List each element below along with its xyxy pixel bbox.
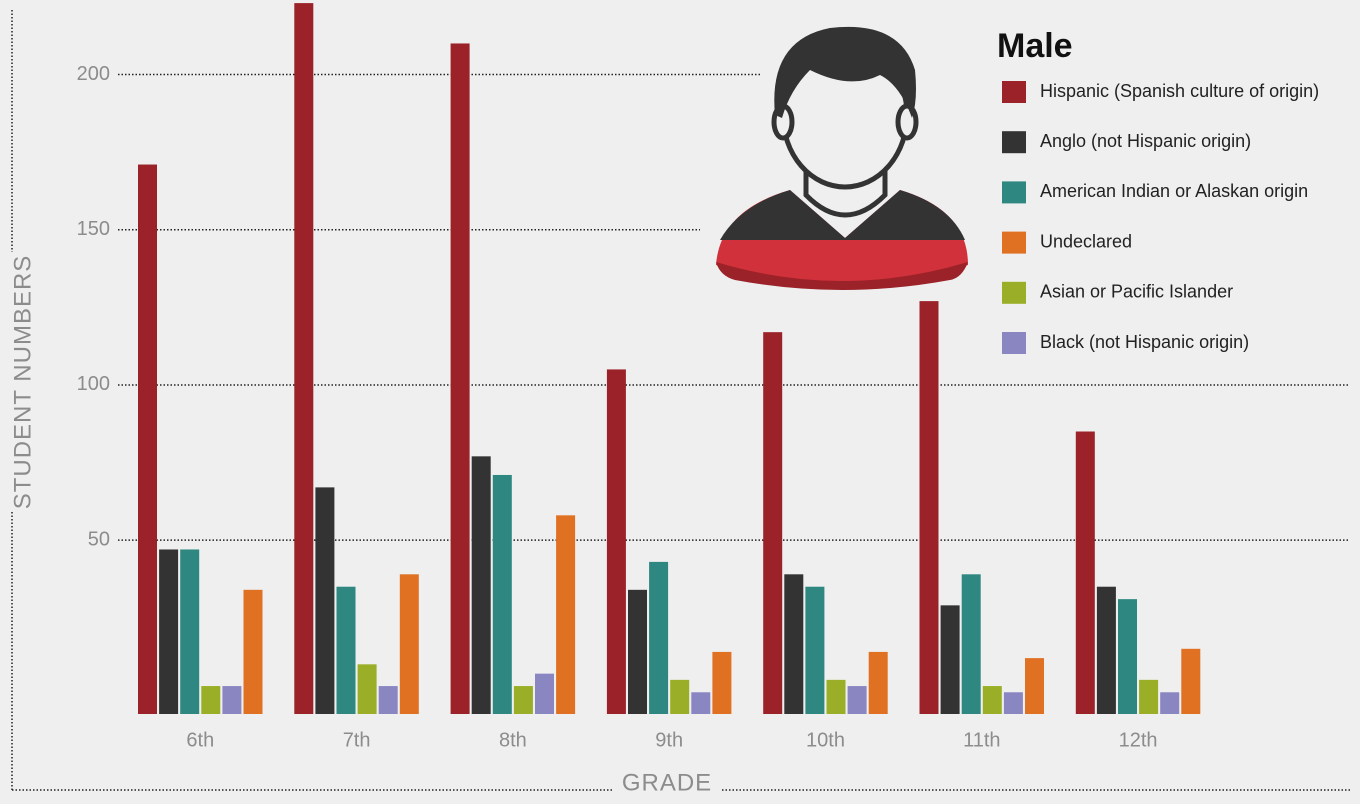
bar — [920, 301, 939, 714]
bar — [159, 549, 178, 714]
bar — [649, 562, 668, 714]
y-tick-label: 150 — [77, 218, 110, 240]
bar — [379, 686, 398, 714]
bar — [315, 487, 334, 714]
bar — [869, 652, 888, 714]
bar — [244, 590, 263, 714]
bar — [472, 456, 491, 714]
y-tick-label: 100 — [77, 373, 110, 395]
legend-label: Black (not Hispanic origin) — [1040, 332, 1249, 352]
bar — [712, 652, 731, 714]
legend-swatch — [1002, 232, 1026, 254]
y-tick-label: 50 — [88, 528, 110, 550]
bar — [1181, 649, 1200, 714]
legend-swatch — [1002, 282, 1026, 304]
chart: GRADE STUDENT NUMBERS 50 100 150 200 6th 7th… — [0, 0, 1360, 804]
x-tick-label: 9th — [655, 729, 683, 751]
bar — [805, 587, 824, 714]
bar — [400, 574, 419, 714]
person-icon — [716, 27, 968, 290]
bar — [180, 549, 199, 714]
legend: Hispanic (Spanish culture of origin) Angl… — [1002, 81, 1319, 354]
x-tick-label: 12th — [1119, 729, 1158, 751]
x-axis-title: GRADE — [622, 769, 712, 796]
bar — [222, 686, 241, 714]
legend-swatch — [1002, 181, 1026, 203]
bar — [451, 43, 470, 714]
bar — [138, 165, 157, 714]
legend-swatch — [1002, 332, 1026, 354]
y-axis-title: STUDENT NUMBERS — [9, 255, 36, 510]
bar — [784, 574, 803, 714]
legend-label: Anglo (not Hispanic origin) — [1040, 131, 1251, 151]
y-tick-label: 200 — [77, 63, 110, 85]
bar — [1076, 432, 1095, 714]
x-tick-label: 10th — [806, 729, 845, 751]
bar — [691, 692, 710, 714]
legend-label: Hispanic (Spanish culture of origin) — [1040, 81, 1319, 101]
bar — [514, 686, 533, 714]
bar — [556, 515, 575, 714]
x-tick-label: 11th — [963, 729, 1000, 751]
legend-swatch — [1002, 131, 1026, 153]
x-tick-label: 8th — [499, 729, 527, 751]
bar — [628, 590, 647, 714]
bar — [848, 686, 867, 714]
bar — [1139, 680, 1158, 714]
legend-swatch — [1002, 81, 1026, 103]
x-tick-label: 7th — [343, 729, 371, 751]
bar — [337, 587, 356, 714]
bar — [1025, 658, 1044, 714]
bar — [983, 686, 1002, 714]
legend-title: Male — [997, 27, 1073, 65]
bar — [607, 369, 626, 714]
legend-label: Undeclared — [1040, 231, 1132, 251]
bar — [941, 605, 960, 714]
legend-label: American Indian or Alaskan origin — [1040, 181, 1308, 201]
bar — [962, 574, 981, 714]
bar — [763, 332, 782, 714]
legend-label: Asian or Pacific Islander — [1040, 282, 1233, 302]
bar — [493, 475, 512, 714]
bar — [535, 674, 554, 714]
bar — [358, 664, 377, 714]
x-tick-label: 6th — [186, 729, 214, 751]
bar — [827, 680, 846, 714]
bar — [294, 3, 313, 714]
bar — [1004, 692, 1023, 714]
bars: 6th 7th 8th 9th 10th 11th 12th — [138, 3, 1200, 751]
bar — [1160, 692, 1179, 714]
bar — [201, 686, 220, 714]
bar — [670, 680, 689, 714]
bar — [1097, 587, 1116, 714]
bar — [1118, 599, 1137, 714]
